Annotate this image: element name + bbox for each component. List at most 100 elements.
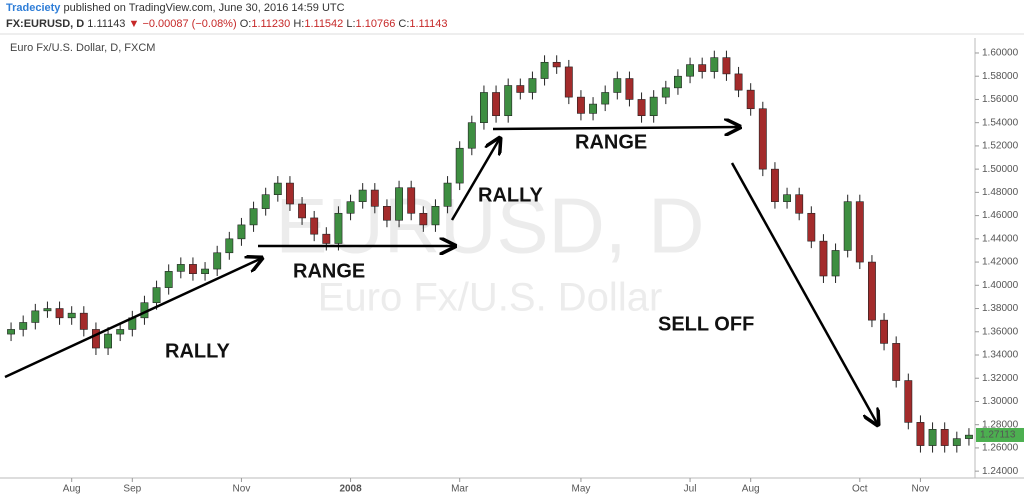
candle-body (201, 268, 210, 274)
candle-body (55, 308, 64, 319)
candle-body (395, 187, 403, 221)
candle-body (419, 212, 428, 226)
candle-body (613, 78, 622, 93)
y-tick-label: 1.44000 (982, 233, 1019, 244)
y-tick-label: 1.60000 (982, 48, 1019, 59)
y-tick-label: 1.58000 (982, 71, 1019, 82)
candle-body (698, 64, 707, 72)
o: 1.11230 (251, 18, 290, 30)
candles (7, 50, 973, 453)
author[interactable]: Tradeciety (6, 2, 61, 14)
x-tick-label: Aug (63, 484, 81, 495)
candle-body (770, 168, 779, 202)
candle-body (855, 201, 864, 263)
y-tick-label: 1.56000 (982, 94, 1019, 105)
candle-body (455, 147, 464, 184)
y-tick-label: 1.38000 (982, 303, 1019, 314)
candle-body (31, 310, 40, 323)
candle-body (710, 57, 719, 72)
candle-body (601, 92, 610, 105)
h: 1.11542 (304, 18, 343, 30)
y-tick-label: 1.46000 (982, 210, 1019, 221)
candle-body (67, 312, 76, 319)
arrow (4, 258, 262, 379)
candle-body (576, 96, 585, 114)
c: 1.11143 (409, 18, 447, 30)
candle-body (867, 261, 876, 321)
candle-body (189, 264, 197, 274)
candle-body (673, 75, 682, 89)
candle-body (795, 194, 804, 214)
candle-body (589, 103, 597, 114)
annotation: RANGE (293, 260, 365, 282)
candle-body (407, 187, 416, 214)
x-tick-label: Sep (123, 484, 141, 495)
candle-body (904, 380, 913, 423)
y-tick-label: 1.50000 (982, 164, 1019, 175)
candle-body (285, 182, 294, 205)
watermark: EURUSD, D (275, 182, 704, 270)
o-label: O: (240, 18, 252, 30)
y-tick-label: 1.32000 (982, 373, 1019, 384)
arrow (492, 127, 740, 129)
candle-body (310, 217, 319, 235)
y-tick-label: 1.34000 (982, 350, 1019, 361)
candle-body (819, 240, 828, 277)
candle-body (225, 238, 234, 254)
candle-body (964, 434, 973, 439)
candle-body (152, 287, 161, 304)
x-tick-label: Oct (852, 484, 868, 495)
y-tick-label: 1.28000 (982, 419, 1019, 430)
arrow (730, 162, 878, 425)
header-line: Tradeciety published on TradingView.com,… (6, 2, 345, 14)
c-label: C: (398, 18, 409, 30)
last-price-box (976, 427, 1024, 442)
candle-body (92, 329, 100, 349)
candle-body (540, 61, 549, 79)
candle-body (7, 329, 16, 335)
candle-body (382, 206, 391, 221)
candle-body (479, 92, 488, 123)
candle-body (807, 212, 816, 242)
y-tick-label: 1.36000 (982, 326, 1019, 337)
candle-body (722, 57, 731, 75)
candle-body (79, 312, 88, 330)
candle-body (564, 66, 573, 98)
candle-body (843, 201, 852, 251)
y-tick-label: 1.52000 (982, 141, 1019, 152)
candle-body (249, 208, 258, 226)
candle-body (358, 189, 367, 202)
x-tick-label: Aug (742, 484, 760, 495)
y-tick-label: 1.30000 (982, 396, 1019, 407)
l: 1.10766 (356, 18, 396, 30)
candle-body (649, 96, 658, 117)
candle-body (661, 87, 670, 98)
y-tick-label: 1.48000 (982, 187, 1019, 198)
x-tick-label: Nov (233, 484, 251, 495)
last-price-label: 1.27113 (980, 430, 1016, 441)
candle-body (43, 308, 52, 312)
candle-body (443, 182, 452, 207)
candle-body (370, 189, 379, 207)
candle-body (734, 73, 743, 91)
subtitle: Euro Fx/U.S. Dollar, D, FXCM (10, 42, 155, 54)
y-tick-label: 1.26000 (982, 443, 1019, 454)
quote-line: FX:EURUSD, D 1.11143 ▼ −0.00087 (−0.08%)… (6, 18, 448, 30)
last: 1.11143 (87, 18, 125, 30)
candle-body (346, 201, 355, 214)
y-tick-label: 1.42000 (982, 257, 1019, 268)
x-tick-label: May (571, 484, 590, 495)
candle-body (322, 233, 331, 244)
candle-body (940, 429, 949, 446)
candle-body (686, 64, 694, 77)
candle-body (261, 194, 270, 209)
candle-body (952, 438, 961, 446)
symbol: FX:EURUSD, D (6, 18, 84, 30)
candle-body (831, 250, 840, 277)
candle-body (758, 108, 767, 170)
candle-body (164, 271, 173, 288)
x-tick-label: Nov (912, 484, 930, 495)
candle-body (213, 252, 222, 270)
candle-body (625, 78, 634, 100)
candle-body (237, 224, 246, 240)
